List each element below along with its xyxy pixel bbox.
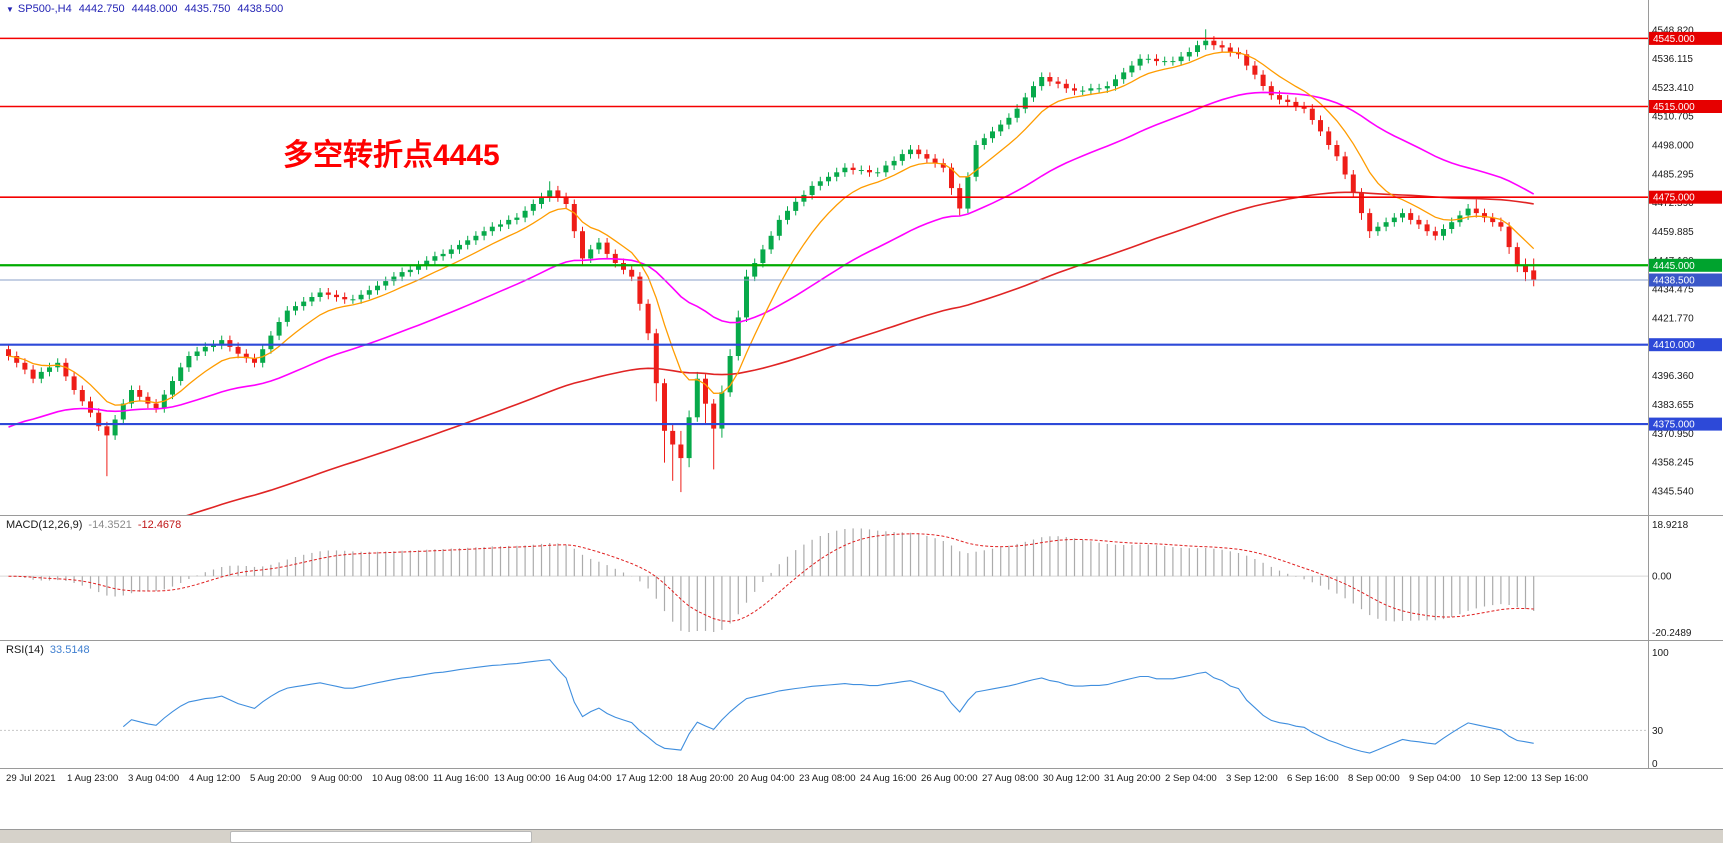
macd-signal-value: -12.4678	[137, 519, 182, 531]
svg-text:23 Aug 08:00: 23 Aug 08:00	[799, 773, 856, 784]
svg-text:6 Sep 16:00: 6 Sep 16:00	[1287, 773, 1339, 784]
ma-fast-line	[8, 51, 1535, 406]
svg-text:4515.000: 4515.000	[1653, 102, 1695, 113]
svg-text:17 Aug 12:00: 17 Aug 12:00	[616, 773, 673, 784]
svg-text:4370.950: 4370.950	[1652, 429, 1694, 440]
chart-info-bar: ▼ SP500-,H4 4442.750 4448.000 4435.750 4438.5…	[6, 3, 290, 15]
svg-text:3 Aug 04:00: 3 Aug 04:00	[128, 773, 179, 784]
svg-text:31 Aug 20:00: 31 Aug 20:00	[1104, 773, 1161, 784]
chart-canvas[interactable]: 4548.820 4536.115 4523.410 4510.705 4498.000…	[0, 0, 1723, 800]
svg-text:4459.885: 4459.885	[1652, 227, 1694, 238]
macd-name: MACD(12,26,9)	[6, 519, 83, 531]
svg-text:29 Jul 2021: 29 Jul 2021	[6, 773, 56, 784]
rsi-label: RSI(14) 33.5148	[6, 644, 90, 656]
ma-mid-line	[8, 91, 1535, 428]
svg-text:27 Aug 08:00: 27 Aug 08:00	[982, 773, 1039, 784]
price-badge-4475.000: 4475.000	[1649, 190, 1722, 204]
svg-text:5 Aug 20:00: 5 Aug 20:00	[250, 773, 301, 784]
main-panel	[0, 29, 1648, 515]
macd-label: MACD(12,26,9) -14.3521 -12.4678	[6, 519, 181, 531]
svg-text:4445.000: 4445.000	[1653, 261, 1695, 272]
macd-signal-line	[8, 533, 1534, 622]
svg-text:4396.360: 4396.360	[1652, 371, 1694, 382]
price-badge-4445.000: 4445.000	[1649, 258, 1722, 272]
symbol-dropdown-icon[interactable]: ▼	[6, 5, 14, 14]
svg-text:30: 30	[1652, 726, 1664, 737]
svg-text:4383.655: 4383.655	[1652, 400, 1694, 411]
symbol-period-label: SP500-,H4	[17, 3, 72, 15]
svg-text:8 Sep 00:00: 8 Sep 00:00	[1348, 773, 1400, 784]
svg-text:4475.000: 4475.000	[1653, 193, 1695, 204]
price-badge-4375.000: 4375.000	[1649, 417, 1722, 431]
price-badge-4410.000: 4410.000	[1649, 338, 1722, 352]
svg-text:3 Sep 12:00: 3 Sep 12:00	[1226, 773, 1278, 784]
svg-text:18 Aug 20:00: 18 Aug 20:00	[677, 773, 734, 784]
svg-text:4410.000: 4410.000	[1653, 340, 1695, 351]
close-value: 4438.500	[237, 3, 284, 15]
svg-text:13 Sep 16:00: 13 Sep 16:00	[1531, 773, 1588, 784]
price-badge-4545.000: 4545.000	[1649, 31, 1722, 45]
macd-main-value: -14.3521	[88, 519, 132, 531]
svg-text:4 Aug 12:00: 4 Aug 12:00	[189, 773, 240, 784]
svg-text:4345.540: 4345.540	[1652, 486, 1694, 497]
svg-text:4523.410: 4523.410	[1652, 83, 1694, 94]
svg-text:30 Aug 12:00: 30 Aug 12:00	[1043, 773, 1100, 784]
svg-text:1 Aug 23:00: 1 Aug 23:00	[67, 773, 118, 784]
svg-text:100: 100	[1652, 648, 1669, 659]
svg-text:10 Aug 08:00: 10 Aug 08:00	[372, 773, 429, 784]
svg-text:20 Aug 04:00: 20 Aug 04:00	[738, 773, 795, 784]
svg-text:24 Aug 16:00: 24 Aug 16:00	[860, 773, 917, 784]
svg-text:4375.000: 4375.000	[1653, 420, 1695, 431]
annotation-text[interactable]: 多空转折点4445	[283, 139, 500, 172]
open-value: 4442.750	[78, 3, 125, 15]
svg-text:4536.115: 4536.115	[1652, 54, 1693, 65]
candles-layer	[6, 29, 1537, 493]
svg-text:0: 0	[1652, 759, 1658, 770]
svg-text:0.00: 0.00	[1652, 572, 1672, 583]
svg-text:13 Aug 00:00: 13 Aug 00:00	[494, 773, 551, 784]
svg-text:4438.500: 4438.500	[1653, 276, 1695, 287]
svg-text:11 Aug 16:00: 11 Aug 16:00	[433, 773, 489, 784]
svg-text:4421.770: 4421.770	[1652, 313, 1694, 324]
svg-text:4510.705: 4510.705	[1652, 112, 1694, 123]
svg-text:4485.295: 4485.295	[1652, 169, 1694, 180]
high-value: 4448.000	[131, 3, 178, 15]
time-axis: 29 Jul 2021 1 Aug 23:00 3 Aug 04:00 4 Aug 1…	[6, 773, 1588, 784]
svg-text:9 Sep 04:00: 9 Sep 04:00	[1409, 773, 1461, 784]
svg-text:4358.245: 4358.245	[1652, 458, 1694, 469]
svg-text:-20.2489: -20.2489	[1652, 628, 1692, 639]
svg-text:9 Aug 00:00: 9 Aug 00:00	[311, 773, 362, 784]
price-badge-4438.500: 4438.500	[1649, 273, 1722, 287]
horizontal-scrollbar[interactable]	[0, 829, 1723, 843]
svg-text:2 Sep 04:00: 2 Sep 04:00	[1165, 773, 1217, 784]
svg-text:4545.000: 4545.000	[1653, 34, 1695, 45]
svg-text:26 Aug 00:00: 26 Aug 00:00	[921, 773, 978, 784]
scrollbar-thumb[interactable]	[230, 831, 532, 843]
rsi-name: RSI(14)	[6, 644, 44, 656]
svg-text:10 Sep 12:00: 10 Sep 12:00	[1470, 773, 1527, 784]
svg-text:4548.820: 4548.820	[1652, 25, 1694, 36]
macd-histogram	[16, 528, 1535, 632]
svg-text:16 Aug 04:00: 16 Aug 04:00	[555, 773, 612, 784]
svg-text:4434.475: 4434.475	[1652, 285, 1694, 296]
rsi-value: 33.5148	[49, 644, 90, 656]
svg-text:18.9218: 18.9218	[1652, 520, 1689, 531]
price-badge-4515.000: 4515.000	[1649, 100, 1722, 113]
low-value: 4435.750	[184, 3, 231, 15]
ma-slow-line	[186, 191, 1534, 515]
svg-text:4498.000: 4498.000	[1652, 141, 1694, 152]
rsi-line	[122, 659, 1534, 754]
